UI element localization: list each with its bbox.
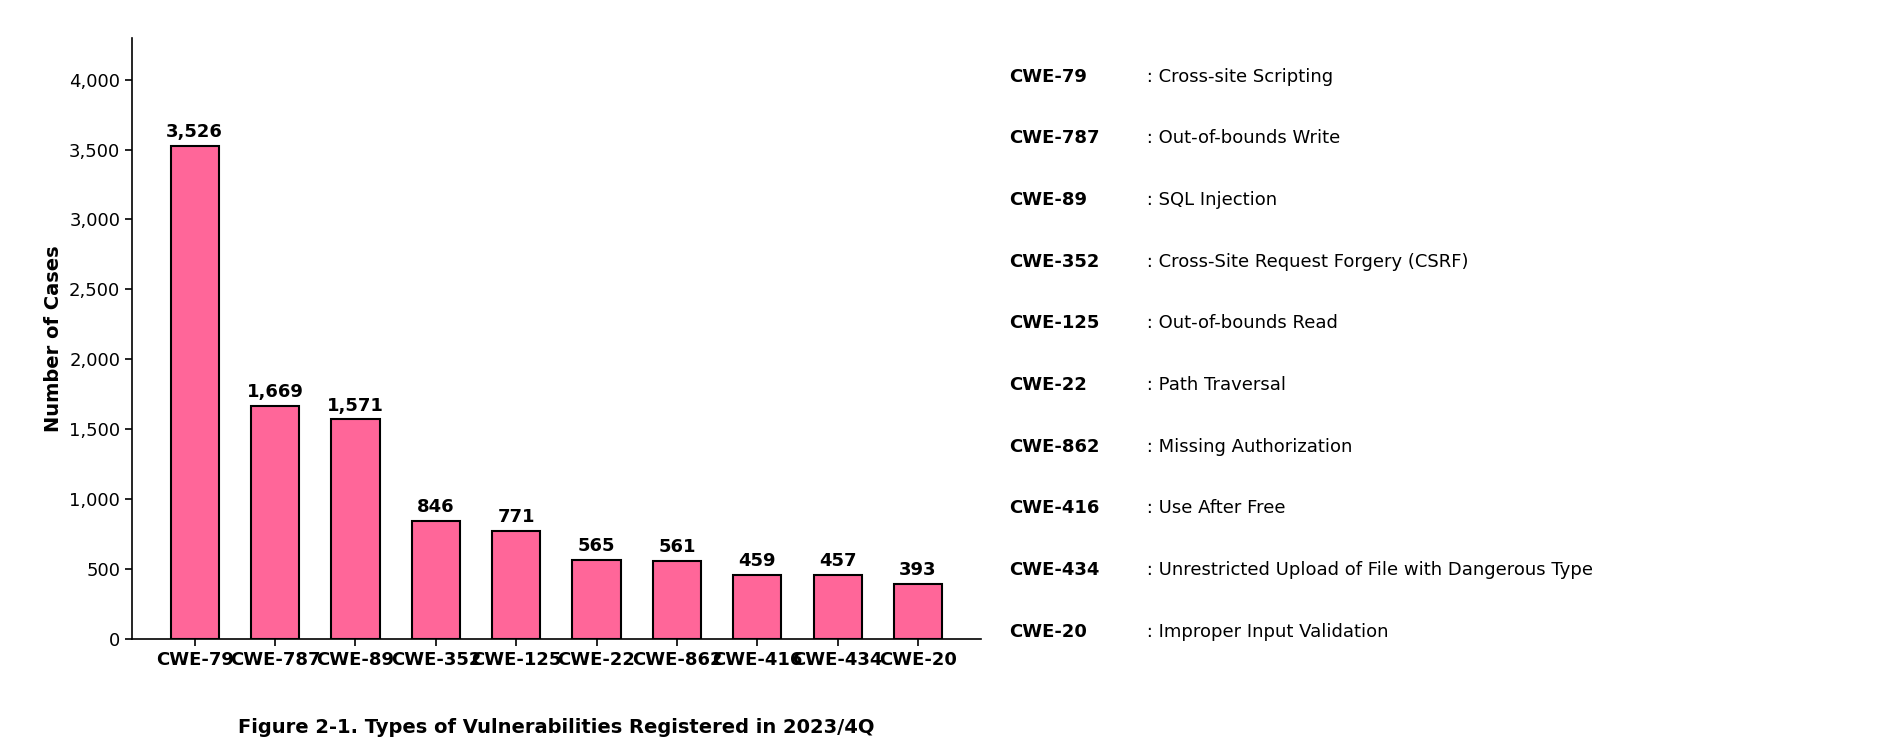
Bar	[734, 575, 781, 639]
Text: 1,669: 1,669	[247, 383, 304, 401]
Text: : Out-of-bounds Write: : Out-of-bounds Write	[1141, 129, 1341, 147]
Text: : Improper Input Validation: : Improper Input Validation	[1141, 623, 1388, 641]
Text: : Use After Free: : Use After Free	[1141, 499, 1286, 517]
Text: 457: 457	[819, 553, 856, 570]
Text: : SQL Injection: : SQL Injection	[1141, 191, 1277, 209]
Text: CWE-416: CWE-416	[1009, 499, 1100, 517]
Text: CWE-352: CWE-352	[1009, 253, 1100, 271]
Bar	[894, 584, 943, 639]
Text: : Cross-Site Request Forgery (CSRF): : Cross-Site Request Forgery (CSRF)	[1141, 253, 1469, 271]
Text: : Missing Authorization: : Missing Authorization	[1141, 438, 1352, 456]
Text: 771: 771	[498, 508, 536, 526]
Text: : Out-of-bounds Read: : Out-of-bounds Read	[1141, 314, 1337, 332]
Bar	[653, 561, 702, 639]
Text: 565: 565	[577, 537, 615, 555]
Bar	[411, 521, 460, 639]
Text: CWE-22: CWE-22	[1009, 376, 1086, 394]
Text: 459: 459	[739, 552, 775, 570]
Bar	[332, 420, 379, 639]
Bar	[573, 560, 620, 639]
Y-axis label: Number of Cases: Number of Cases	[45, 245, 64, 432]
Text: 561: 561	[658, 538, 696, 556]
Text: CWE-20: CWE-20	[1009, 623, 1086, 641]
Text: CWE-434: CWE-434	[1009, 561, 1100, 579]
Text: : Path Traversal: : Path Traversal	[1141, 376, 1286, 394]
Text: : Unrestricted Upload of File with Dangerous Type: : Unrestricted Upload of File with Dange…	[1141, 561, 1594, 579]
Text: CWE-79: CWE-79	[1009, 68, 1086, 86]
Text: 846: 846	[417, 498, 455, 516]
Text: CWE-787: CWE-787	[1009, 129, 1100, 147]
Text: 1,571: 1,571	[326, 396, 385, 414]
Bar	[251, 405, 300, 639]
Text: CWE-89: CWE-89	[1009, 191, 1086, 209]
Text: CWE-125: CWE-125	[1009, 314, 1100, 332]
Text: : Cross-site Scripting: : Cross-site Scripting	[1141, 68, 1333, 86]
Text: Figure 2-1. Types of Vulnerabilities Registered in 2023/4Q: Figure 2-1. Types of Vulnerabilities Reg…	[238, 718, 875, 737]
Bar	[492, 532, 539, 639]
Bar	[170, 146, 219, 639]
Text: 3,526: 3,526	[166, 123, 223, 141]
Bar	[813, 575, 862, 639]
Text: 393: 393	[900, 561, 937, 579]
Text: CWE-862: CWE-862	[1009, 438, 1100, 456]
